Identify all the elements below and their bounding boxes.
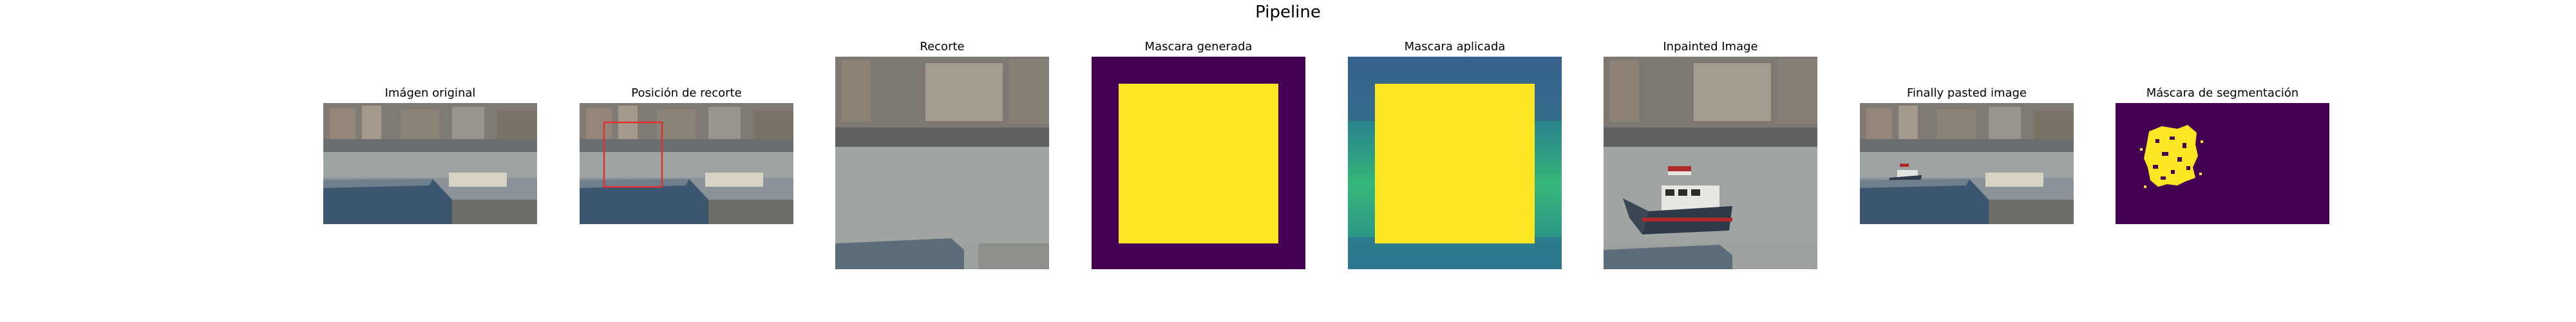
figure-title: Pipeline — [1255, 3, 1321, 22]
cropped-water-image — [835, 57, 1049, 269]
segmentation-mask-image — [2116, 103, 2329, 224]
panel-title: Recorte — [920, 40, 965, 53]
panel-inpainted: Inpainted Image — [1604, 40, 1817, 269]
panel-title: Máscara de segmentación — [2146, 86, 2299, 100]
harbor-scene-with-crop-box-image — [580, 103, 793, 224]
panel-generated-mask: Mascara generada — [1092, 40, 1305, 269]
panel-title: Mascara generada — [1144, 40, 1253, 53]
inpainted-boat-image — [1604, 57, 1817, 269]
panel-crop: Recorte — [835, 40, 1049, 269]
panel-original: Imágen original — [323, 86, 537, 224]
panel-applied-mask: Mascara aplicada — [1348, 40, 1562, 269]
viridis-mask-image — [1348, 57, 1562, 269]
harbor-scene-with-boat-image — [1860, 103, 2074, 224]
panel-title: Inpainted Image — [1663, 40, 1758, 53]
panel-title: Mascara aplicada — [1404, 40, 1506, 53]
harbor-scene-image — [323, 103, 537, 224]
panel-title: Finally pasted image — [1906, 86, 2027, 100]
panel-pasted: Finally pasted image — [1860, 86, 2074, 224]
panel-title: Imágen original — [384, 86, 476, 100]
panel-crop-position: Posición de recorte — [580, 86, 793, 224]
panel-title: Posición de recorte — [631, 86, 742, 100]
mask-image — [1092, 57, 1305, 269]
panel-segmentation: Máscara de segmentación — [2116, 86, 2329, 224]
